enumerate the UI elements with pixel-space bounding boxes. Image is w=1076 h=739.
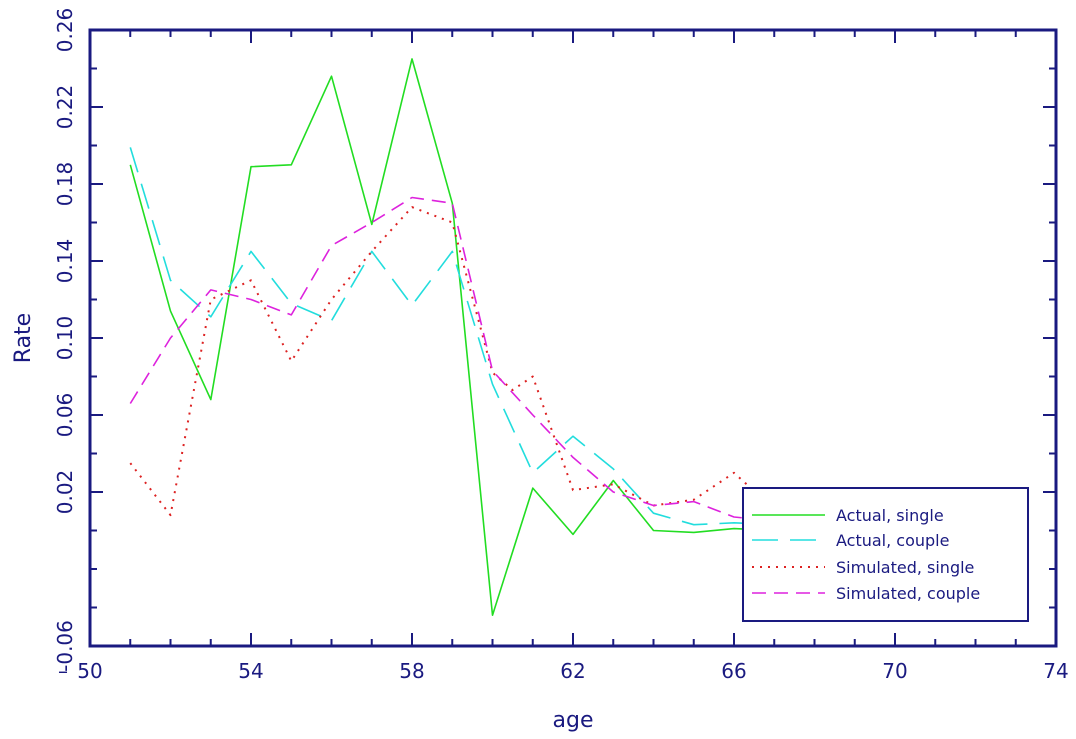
series-line-actual-single [129,58,775,617]
axis-ticks [89,29,1057,647]
y-tick-label: 0.06 [53,393,77,438]
legend-entry-actual-couple: Actual, couple [836,531,949,550]
legend: Actual, single Actual, couple Simulated,… [742,487,1029,622]
y-tick-label: 0.18 [53,162,77,207]
legend-entry-simulated-couple: Simulated, couple [836,584,980,603]
y-tick-label: -0.06 [53,620,77,672]
x-tick-label: 74 [1043,659,1068,683]
x-tick-label: 50 [77,659,102,683]
x-tick-label: 62 [560,659,585,683]
x-tick-label: 58 [399,659,424,683]
series-lines [129,58,775,617]
y-tick-label: 0.02 [53,470,77,515]
series-line-simulated-couple [129,196,775,522]
tick-labels: 50 54 58 62 66 70 74 –-0.06 0.02 0.06 0.10 0.14 0.18… [53,8,1069,683]
series-line-actual-couple [129,147,775,526]
y-tick-label: 0.22 [53,85,77,130]
x-tick-label: 54 [238,659,263,683]
x-axis-prefix: – [58,659,68,683]
y-axis-label: Rate [11,313,36,363]
y-tick-label: 0.10 [53,316,77,361]
y-tick-label: 0.14 [53,239,77,284]
legend-entry-simulated-single: Simulated, single [836,558,974,577]
legend-box [742,487,1029,622]
legend-entry-actual-single: Actual, single [836,506,944,525]
series-line-simulated-single [129,206,775,517]
x-tick-label: 66 [721,659,746,683]
x-axis-label: age [553,708,594,733]
x-tick-label: 70 [882,659,907,683]
y-tick-label: 0.26 [53,8,77,53]
